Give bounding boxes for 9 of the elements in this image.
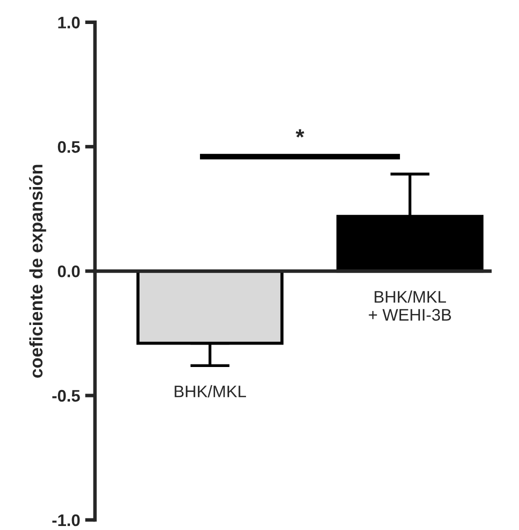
y-axis-title: coeficiente de expansión <box>29 164 46 378</box>
annotation: * <box>296 129 304 138</box>
y-tick-label: 1.0 <box>58 16 80 28</box>
x-tick-label: BHK/MKL <box>174 385 246 398</box>
x-tick-label: BHK/MKL + WEHI-3B <box>368 290 451 321</box>
y-tick-label: -0.5 <box>52 390 80 402</box>
y-tick-label: -1.0 <box>52 514 80 526</box>
y-tick-label: 0.0 <box>58 265 80 278</box>
y-tick-label: 0.5 <box>58 141 80 153</box>
